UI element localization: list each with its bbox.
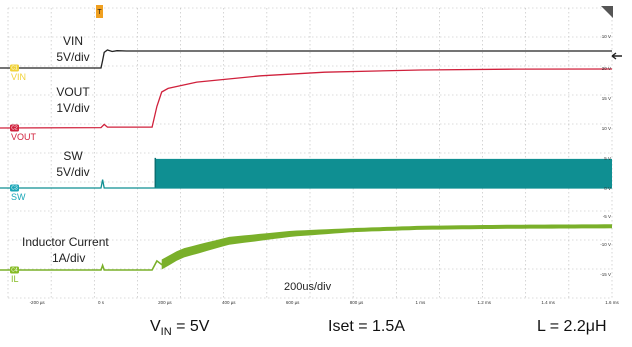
right-tick-label: -10 V [600,242,611,247]
right-tick-label: 15 V [602,96,611,101]
channel-scale-label: 5V/div [56,165,89,179]
x-tick-label: 1.6 ms [605,300,619,305]
traces [0,49,613,271]
x-tick-label: 0 s [98,300,105,305]
channel-tag: IL [11,274,19,284]
channel-name-label: VIN [63,34,83,48]
right-tick-label: 5 V [604,156,611,161]
vin-spec-sub: IN [160,326,172,339]
trace-sw [0,179,612,189]
channel-tag: SW [11,192,26,202]
trace-il [0,225,613,271]
channel-name-label: Inductor Current [22,235,109,249]
trace-vout [0,68,613,129]
channel-tag: VIN [11,72,26,82]
channel-marker-text: C2 [11,126,18,132]
iset-spec: Iset = 1.5A [328,318,405,335]
x-tick-label: 800 µs [350,300,364,305]
channel-tag: VOUT [11,132,37,142]
x-tick-label: 1 ms [415,300,426,305]
x-tick-label: -200 µs [30,300,46,305]
right-tick-label: -15 V [600,272,611,277]
channel-ground-marker[interactable] [10,64,19,72]
channel-scale-label: 5V/div [56,50,89,64]
x-tick-label: 200 µs [158,300,172,305]
axis-ticks: -200 µs 0 s 200 µs 400 µs 600 µs 800 µs 1 ms 1.… [30,34,620,305]
right-tick-label: 10 V [602,34,611,39]
svg-text:T: T [97,9,102,16]
x-tick-label: 1.4 ms [541,300,555,305]
right-tick-label: -5 V [603,214,611,219]
vin-spec: VIN = 5V [150,318,209,338]
channel-scale-label: 1V/div [56,101,89,115]
x-tick-label: 600 µs [286,300,300,305]
right-tick-label: 20 V [602,66,611,71]
channel-scale-label: 1A/div [52,251,85,265]
vin-spec-value: = 5V [171,318,210,335]
channel-ground-marker[interactable] [10,124,19,132]
x-tick-label: 1.2 ms [477,300,491,305]
channel-marker-text: C1 [11,66,18,72]
inductor-spec: L = 2.2μH [537,318,607,335]
sw-switching-band [155,158,612,188]
right-tick-label: 0 V [604,186,611,191]
channel-marker-text: C3 [11,186,18,192]
trigger-level-arrow-icon[interactable] [611,52,622,60]
right-tick-label: 10 V [602,126,611,131]
channel-ground-marker[interactable] [10,266,19,274]
channel-name-label: VOUT [56,85,90,99]
channel-ground-marker[interactable] [10,184,19,192]
scope-corner-icon [601,6,613,18]
channel-name-label: SW [63,149,83,163]
trigger-position-marker[interactable]: T [96,5,103,18]
channel-labels: VIN5V/divC1VINVOUT1V/divC2VOUTSW5V/divC3… [10,34,109,284]
trace-vin [0,49,612,69]
vin-spec-main: V [150,318,161,335]
channel-marker-text: C4 [11,268,18,274]
x-tick-label: 400 µs [222,300,236,305]
timebase-label: 200us/div [284,281,332,293]
